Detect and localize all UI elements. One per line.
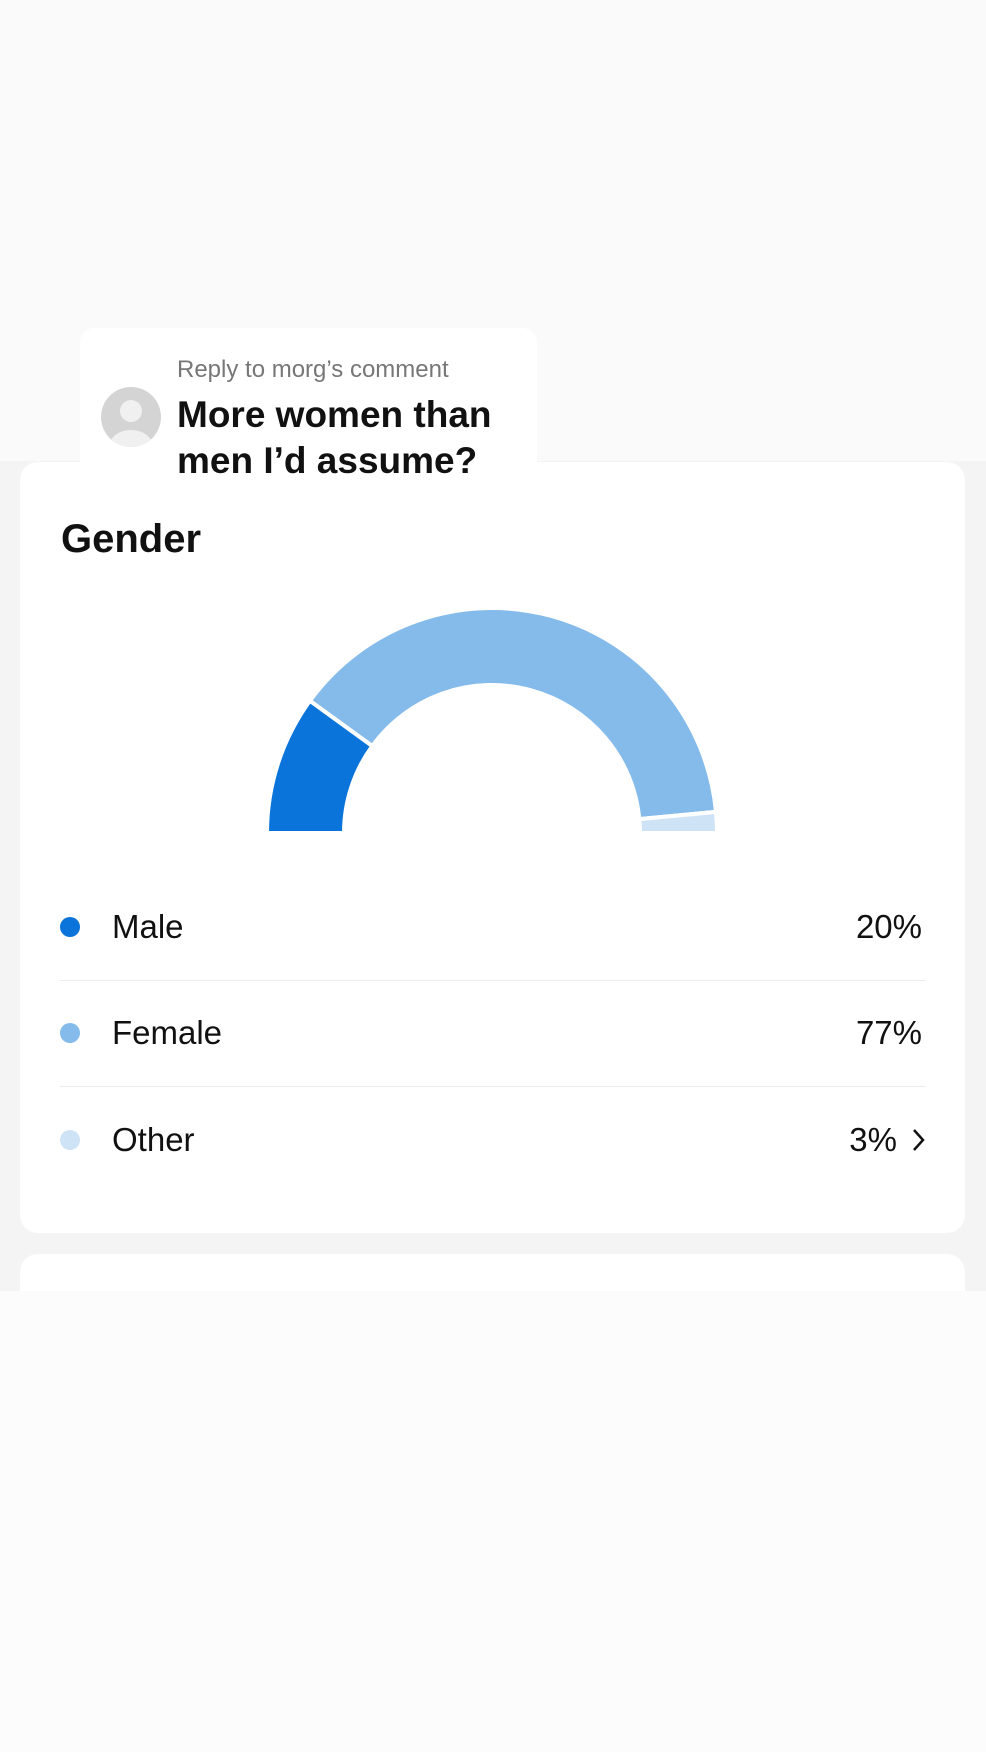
legend-value: 20%	[855, 908, 922, 945]
avatar-icon	[109, 400, 153, 447]
gender-card	[20, 462, 965, 1233]
legend-label: Other	[112, 1121, 195, 1158]
chevron[interactable]	[911, 1128, 925, 1152]
separator	[60, 980, 926, 981]
legend-value: 3%	[849, 1121, 897, 1158]
legend-dot	[60, 1023, 80, 1043]
legend-dot	[60, 1130, 80, 1150]
legend-dot	[60, 917, 80, 937]
chevron-path	[913, 1129, 925, 1151]
avatar	[101, 387, 161, 447]
reply-text: More women than men I’d assume?	[177, 394, 492, 481]
legend-value: 77%	[855, 1014, 922, 1051]
legend-label: Female	[112, 1014, 223, 1051]
reply-label: Reply to morg’s comment	[177, 356, 449, 383]
legend-label: Male	[112, 908, 184, 945]
next-card	[20, 1254, 965, 1291]
separator	[60, 1086, 926, 1087]
chart-title: Gender	[61, 517, 202, 561]
